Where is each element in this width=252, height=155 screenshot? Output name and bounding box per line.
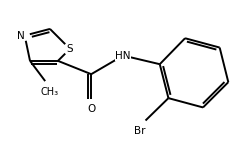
Text: CH₃: CH₃ [41, 87, 59, 97]
Text: S: S [66, 44, 73, 54]
Text: N: N [17, 31, 25, 41]
Text: Br: Br [134, 126, 145, 136]
Text: O: O [87, 104, 95, 114]
Text: HN: HN [115, 51, 130, 61]
